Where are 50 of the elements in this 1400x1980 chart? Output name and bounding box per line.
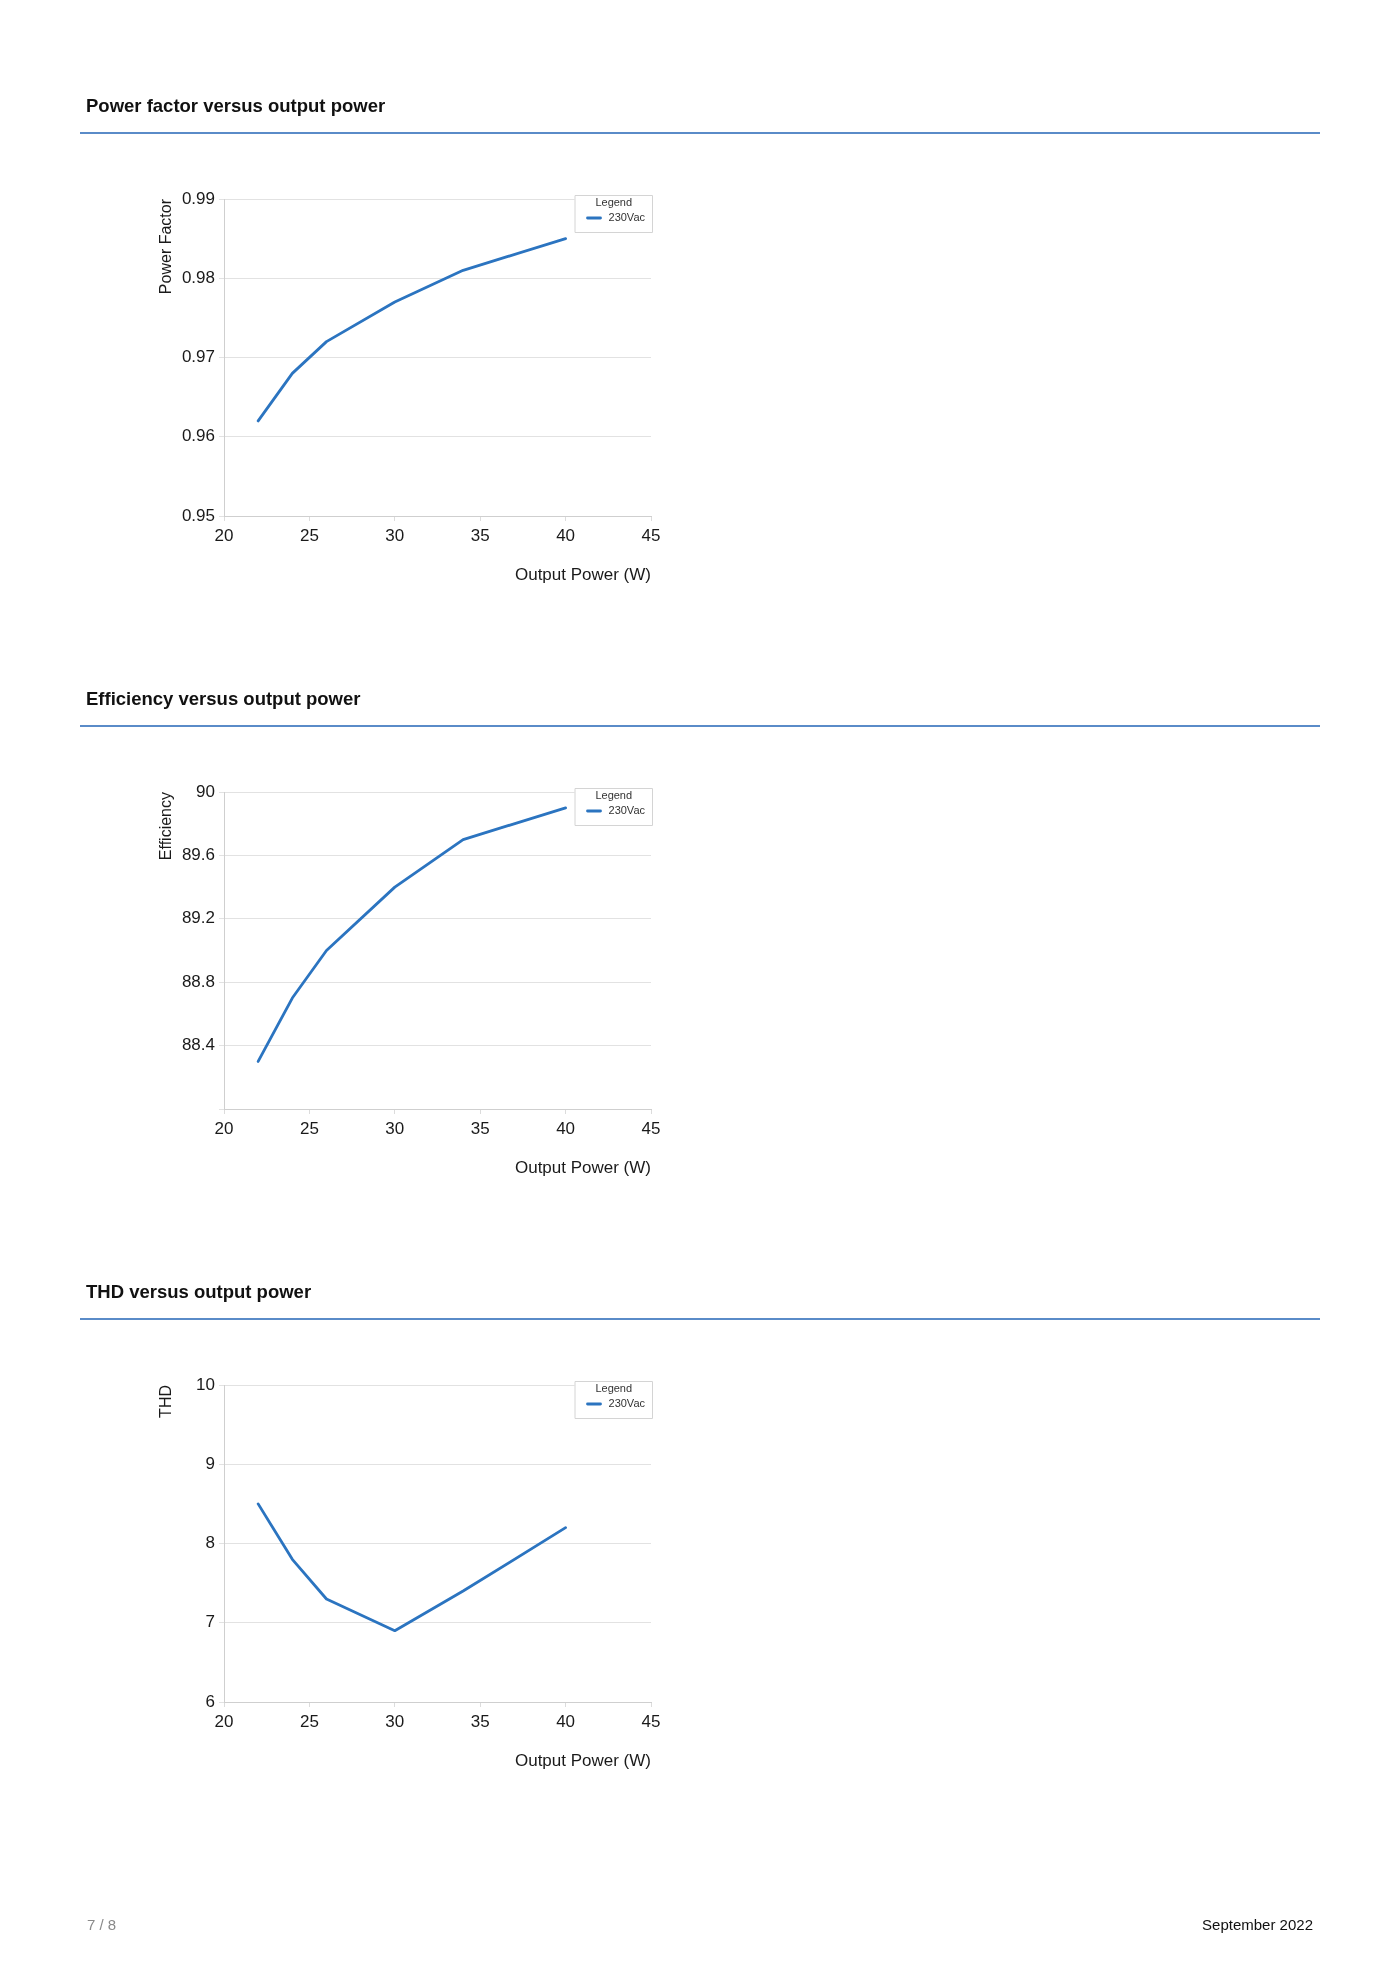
x-tick-label: 25 (299, 525, 319, 545)
chart-title: THD versus output power (86, 1280, 312, 1304)
chart-title: Efficiency versus output power (86, 687, 361, 711)
x-tick-label: 30 (385, 1118, 405, 1138)
x-tick-label: 25 (299, 1118, 319, 1138)
text: September 2022 (1202, 1916, 1313, 1934)
x-tick-label: 20 (214, 1118, 234, 1138)
legend-label: 230Vac (608, 1397, 646, 1410)
y-tick-label: 0.99 (181, 188, 215, 208)
y-tick-label: 0.95 (181, 505, 215, 525)
y-tick-label: 89.2 (181, 908, 215, 928)
y-axis-title: Efficiency (157, 792, 175, 861)
y-tick-label: 88.4 (181, 1035, 215, 1055)
text: 7 / 8 (87, 1916, 117, 1934)
x-axis-title: Output Power (W) (514, 1751, 651, 1771)
legend-label: 230Vac (608, 211, 646, 224)
chart-title: Power factor versus output power (86, 94, 386, 118)
x-axis-title: Output Power (W) (514, 565, 651, 585)
x-tick-label: 35 (470, 525, 490, 545)
y-tick-label: 10 (196, 1374, 215, 1394)
x-tick-label: 30 (385, 1711, 405, 1731)
x-axis-title: Output Power (W) (514, 1158, 651, 1178)
y-tick-label: 8 (205, 1533, 215, 1553)
x-tick-label: 30 (385, 525, 405, 545)
x-tick-label: 20 (214, 525, 234, 545)
y-tick-label: 0.96 (181, 426, 215, 446)
x-tick-label: 45 (641, 1118, 661, 1138)
y-tick-label: 0.97 (181, 347, 215, 367)
legend-label: 230Vac (608, 804, 646, 817)
x-tick-label: 40 (556, 525, 576, 545)
y-tick-label: 7 (205, 1612, 215, 1632)
y-tick-label: 89.6 (181, 845, 215, 865)
y-tick-label: 0.98 (181, 267, 215, 287)
y-tick-label: 88.8 (181, 971, 215, 991)
x-tick-label: 45 (641, 1711, 661, 1731)
x-tick-label: 35 (470, 1711, 490, 1731)
legend-title: Legend (595, 1382, 633, 1395)
x-tick-label: 40 (556, 1711, 576, 1731)
x-tick-label: 20 (214, 1711, 234, 1731)
x-tick-label: 25 (299, 1711, 319, 1731)
y-axis-title: Power Factor (157, 198, 175, 295)
x-tick-label: 40 (556, 1118, 576, 1138)
y-tick-label: 9 (205, 1453, 215, 1473)
legend-title: Legend (595, 789, 633, 802)
y-axis-title: THD (157, 1385, 175, 1418)
y-tick-label: 6 (205, 1691, 215, 1711)
x-tick-label: 45 (641, 525, 661, 545)
legend-title: Legend (595, 196, 633, 209)
y-tick-label: 90 (196, 781, 215, 801)
x-tick-label: 35 (470, 1118, 490, 1138)
